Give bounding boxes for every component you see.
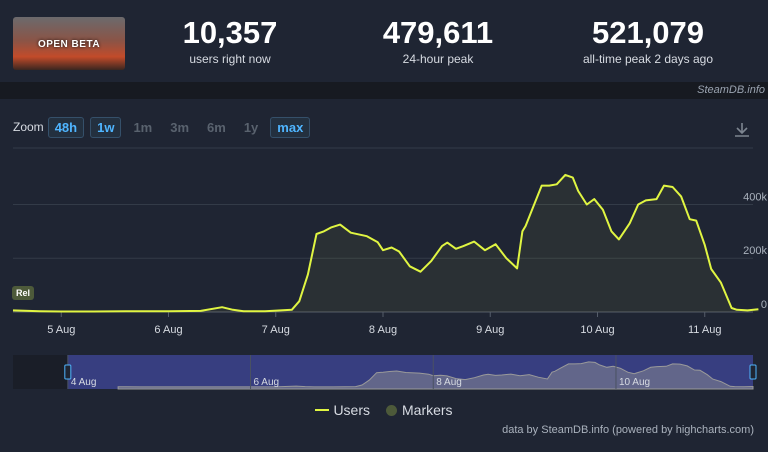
legend-markers[interactable]: Markers [386,402,453,418]
zoom-1y-button[interactable]: 1y [243,119,259,135]
navigator-label: 4 Aug [71,377,97,388]
navigator-area [117,361,754,390]
navigator-label: 8 Aug [436,377,462,388]
y-tick-label: 0 [761,299,767,311]
navigator-handle-right[interactable] [749,364,757,380]
zoom-1m-button[interactable]: 1m [133,119,153,135]
stat-all-time-peak: 521,079 all-time peak 2 days ago [562,14,734,66]
x-tick-label: 10 Aug [580,324,614,336]
stat-value: 479,611 [382,15,494,50]
x-axis-labels: 5 Aug 6 Aug 7 Aug 8 Aug 9 Aug 10 Aug 11 Aug [13,311,753,336]
release-marker-label: Rel [16,288,30,298]
users-area [13,174,759,312]
x-tick-label: 5 Aug [47,324,75,336]
navigator-handle-left[interactable] [64,364,72,380]
y-tick-label: 200k [743,245,767,257]
zoom-6m-button[interactable]: 6m [207,119,226,135]
stats-bar: OPEN BETA 10,357 users right now 479,611… [0,0,768,82]
zoom-max-button[interactable]: max [270,116,311,138]
stat-value: 10,357 [182,15,278,50]
x-tick-label: 8 Aug [369,324,397,336]
stat-24h-peak: 479,611 24-hour peak [363,14,513,66]
release-marker-badge [12,286,34,300]
stat-label: all-time peak 2 days ago [582,52,714,66]
legend-users-label: Users [333,402,370,418]
zoom-label: Zoom [13,120,44,134]
y-tick-label: 400k [743,191,767,203]
zoom-1w-button[interactable]: 1w [90,116,122,138]
zoom-48h-button[interactable]: 48h [47,116,85,138]
legend-users[interactable]: Users [315,402,370,418]
x-tick-label: 7 Aug [262,324,290,336]
navigator[interactable]: 4 Aug 6 Aug 8 Aug 10 Aug [13,355,757,390]
stat-current-users: 10,357 users right now [160,14,300,66]
download-icon[interactable] [733,121,751,139]
chart-panel [0,99,768,452]
legend-dot-swatch [386,404,397,416]
release-marker[interactable]: Rel [12,286,34,300]
navigator-label: 10 Aug [619,377,650,388]
stat-value: 521,079 [591,15,705,50]
x-tick-label: 11 Aug [688,324,721,336]
game-thumbnail-title: OPEN BETA [37,39,101,50]
chart-legend: Users Markers [0,402,768,418]
legend-markers-label: Markers [402,402,453,418]
steamdb-credit[interactable]: SteamDB.info [697,84,765,96]
y-axis-labels: 0 200k 400k [743,191,767,311]
zoom-3m-button[interactable]: 3m [170,119,190,135]
x-tick-label: 9 Aug [476,324,504,336]
legend-line-swatch [315,409,330,411]
zoom-controls: Zoom 48h 1w 1m 3m 6m 1y max [13,116,316,138]
stat-label: users right now [189,52,271,66]
stat-label: 24-hour peak [402,52,474,66]
game-thumbnail[interactable]: OPEN BETA [13,17,125,70]
navigator-label: 6 Aug [254,377,280,388]
users-line[interactable] [12,173,759,313]
x-tick-label: 6 Aug [154,324,182,336]
chart-credits[interactable]: data by SteamDB.info (powered by highcha… [502,424,754,436]
